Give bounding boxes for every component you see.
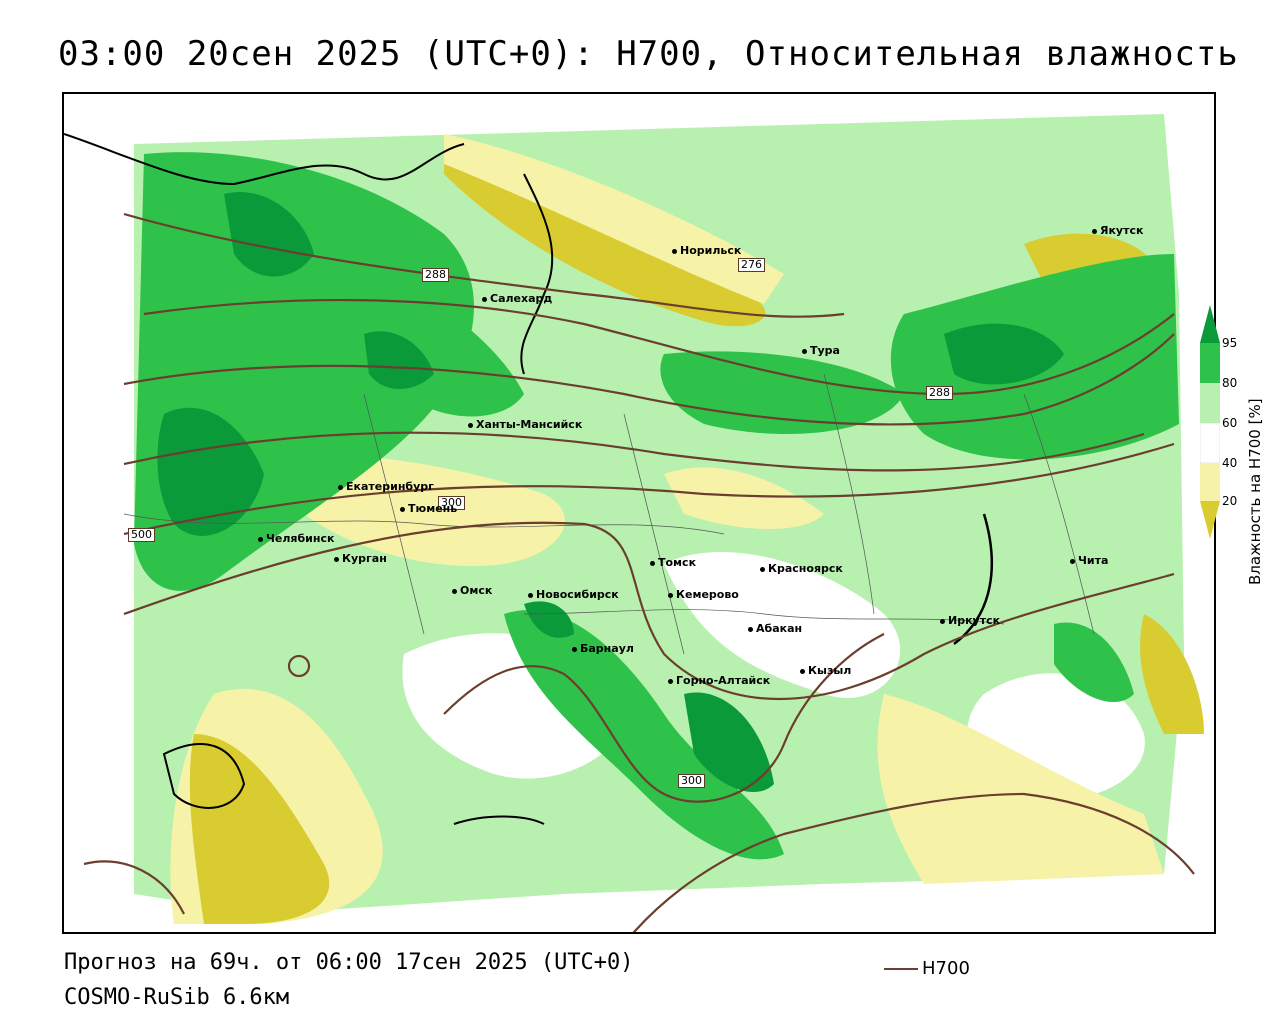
contour-legend: H700	[884, 958, 970, 979]
city-dot-icon	[528, 592, 533, 598]
colorbar-tick: 40	[1222, 456, 1238, 470]
contour-label: 500	[128, 528, 155, 542]
city-marker[interactable]: Челябинск	[258, 532, 334, 545]
city-marker[interactable]: Барнаул	[572, 642, 634, 655]
contour-label: 276	[738, 258, 765, 272]
contour-label: 300	[438, 496, 465, 510]
city-marker[interactable]: Норильск	[672, 244, 741, 257]
city-marker[interactable]: Салехард	[482, 292, 552, 305]
city-dot-icon	[338, 484, 343, 490]
city-marker[interactable]: Кызыл	[800, 664, 851, 677]
colorbar-tick: 80	[1222, 376, 1238, 390]
contour-label: 288	[422, 268, 449, 282]
city-dot-icon	[672, 248, 677, 254]
colorbar-title: Влажность на H700 [%]	[1246, 398, 1264, 585]
city-marker[interactable]: Томск	[650, 556, 696, 569]
contour-label: 288	[926, 386, 953, 400]
city-dot-icon	[468, 422, 473, 428]
map-title: 03:00 20сен 2025 (UTC+0): H700, Относите…	[58, 34, 1239, 74]
map-canvas	[64, 94, 1214, 932]
city-marker[interactable]: Тура	[802, 344, 840, 357]
colorbar-tick: 60	[1222, 416, 1238, 430]
city-dot-icon	[668, 678, 673, 684]
city-marker[interactable]: Иркутск	[940, 614, 1000, 627]
city-marker[interactable]: Омск	[452, 584, 492, 597]
colorbar-tick: 20	[1222, 494, 1238, 508]
forecast-info: Прогноз на 69ч. от 06:00 17сен 2025 (UTC…	[64, 950, 634, 975]
city-marker[interactable]: Якутск	[1092, 224, 1143, 237]
city-marker[interactable]: Тюмень	[400, 502, 457, 515]
contour-line-icon	[884, 968, 918, 970]
city-dot-icon	[668, 592, 673, 598]
city-marker[interactable]: Кемерово	[668, 588, 739, 601]
city-dot-icon	[1070, 558, 1075, 564]
city-dot-icon	[334, 556, 339, 562]
city-dot-icon	[760, 566, 765, 572]
city-dot-icon	[748, 626, 753, 632]
city-marker[interactable]: Горно-Алтайск	[668, 674, 770, 687]
city-dot-icon	[940, 618, 945, 624]
city-marker[interactable]: Красноярск	[760, 562, 843, 575]
humidity-map[interactable]: 288 276 288 300 500 300 Якутск Норильск …	[62, 92, 1216, 934]
city-marker[interactable]: Ханты-Мансийск	[468, 418, 582, 431]
city-dot-icon	[452, 588, 457, 594]
city-marker[interactable]: Курган	[334, 552, 387, 565]
contour-label: 300	[678, 774, 705, 788]
city-marker[interactable]: Абакан	[748, 622, 802, 635]
city-dot-icon	[258, 536, 263, 542]
city-dot-icon	[802, 348, 807, 354]
colorbar-tick: 95	[1222, 336, 1238, 350]
city-marker[interactable]: Екатеринбург	[338, 480, 434, 493]
city-dot-icon	[800, 668, 805, 674]
city-dot-icon	[482, 296, 487, 302]
humidity-colorbar	[1200, 305, 1220, 539]
city-dot-icon	[650, 560, 655, 566]
city-dot-icon	[572, 646, 577, 652]
city-marker[interactable]: Новосибирск	[528, 588, 619, 601]
model-info: COSMO-RuSib 6.6км	[64, 985, 290, 1010]
city-dot-icon	[400, 506, 405, 512]
city-marker[interactable]: Чита	[1070, 554, 1108, 567]
city-dot-icon	[1092, 228, 1097, 234]
